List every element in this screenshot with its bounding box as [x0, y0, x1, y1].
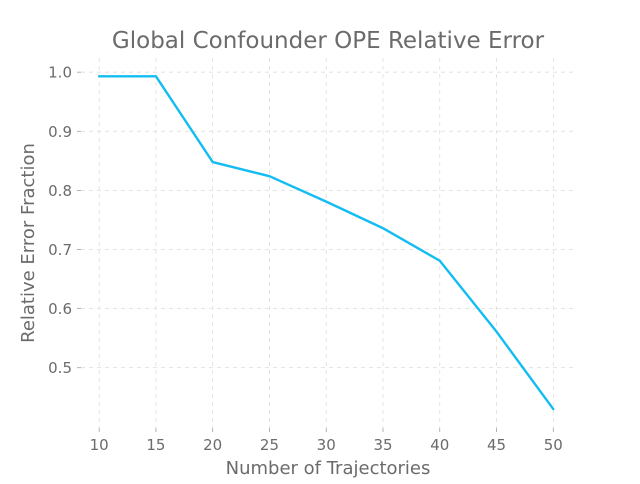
x-tick-label: 10: [90, 436, 109, 454]
x-axis-label: Number of Trajectories: [226, 458, 431, 479]
x-tick-label: 15: [146, 436, 165, 454]
y-tick-label: 0.8: [48, 182, 72, 200]
x-tick-label: 20: [203, 436, 222, 454]
y-axis-label: Relative Error Fraction: [18, 143, 39, 343]
chart-title: Global Confounder OPE Relative Error: [112, 28, 545, 54]
axis-ticks: 10 15 20 25 30 35 40 45 50 0.5 0.6 0.7 0.8 0.9 1.0: [48, 64, 563, 454]
grid: [81, 58, 576, 428]
y-tick-label: 1.0: [48, 64, 72, 82]
x-tick-label: 45: [487, 436, 506, 454]
series-line-0: [97, 75, 555, 411]
x-tick-label: 30: [317, 436, 336, 454]
series-layer: [97, 75, 555, 411]
y-tick-label: 0.6: [48, 300, 72, 318]
x-tick-label: 35: [373, 436, 392, 454]
y-tick-label: 0.9: [48, 123, 72, 141]
y-tick-label: 0.5: [48, 359, 72, 377]
x-tick-label: 25: [260, 436, 279, 454]
y-tick-label: 0.7: [48, 241, 72, 259]
x-tick-label: 40: [430, 436, 449, 454]
x-tick-label: 50: [544, 436, 563, 454]
